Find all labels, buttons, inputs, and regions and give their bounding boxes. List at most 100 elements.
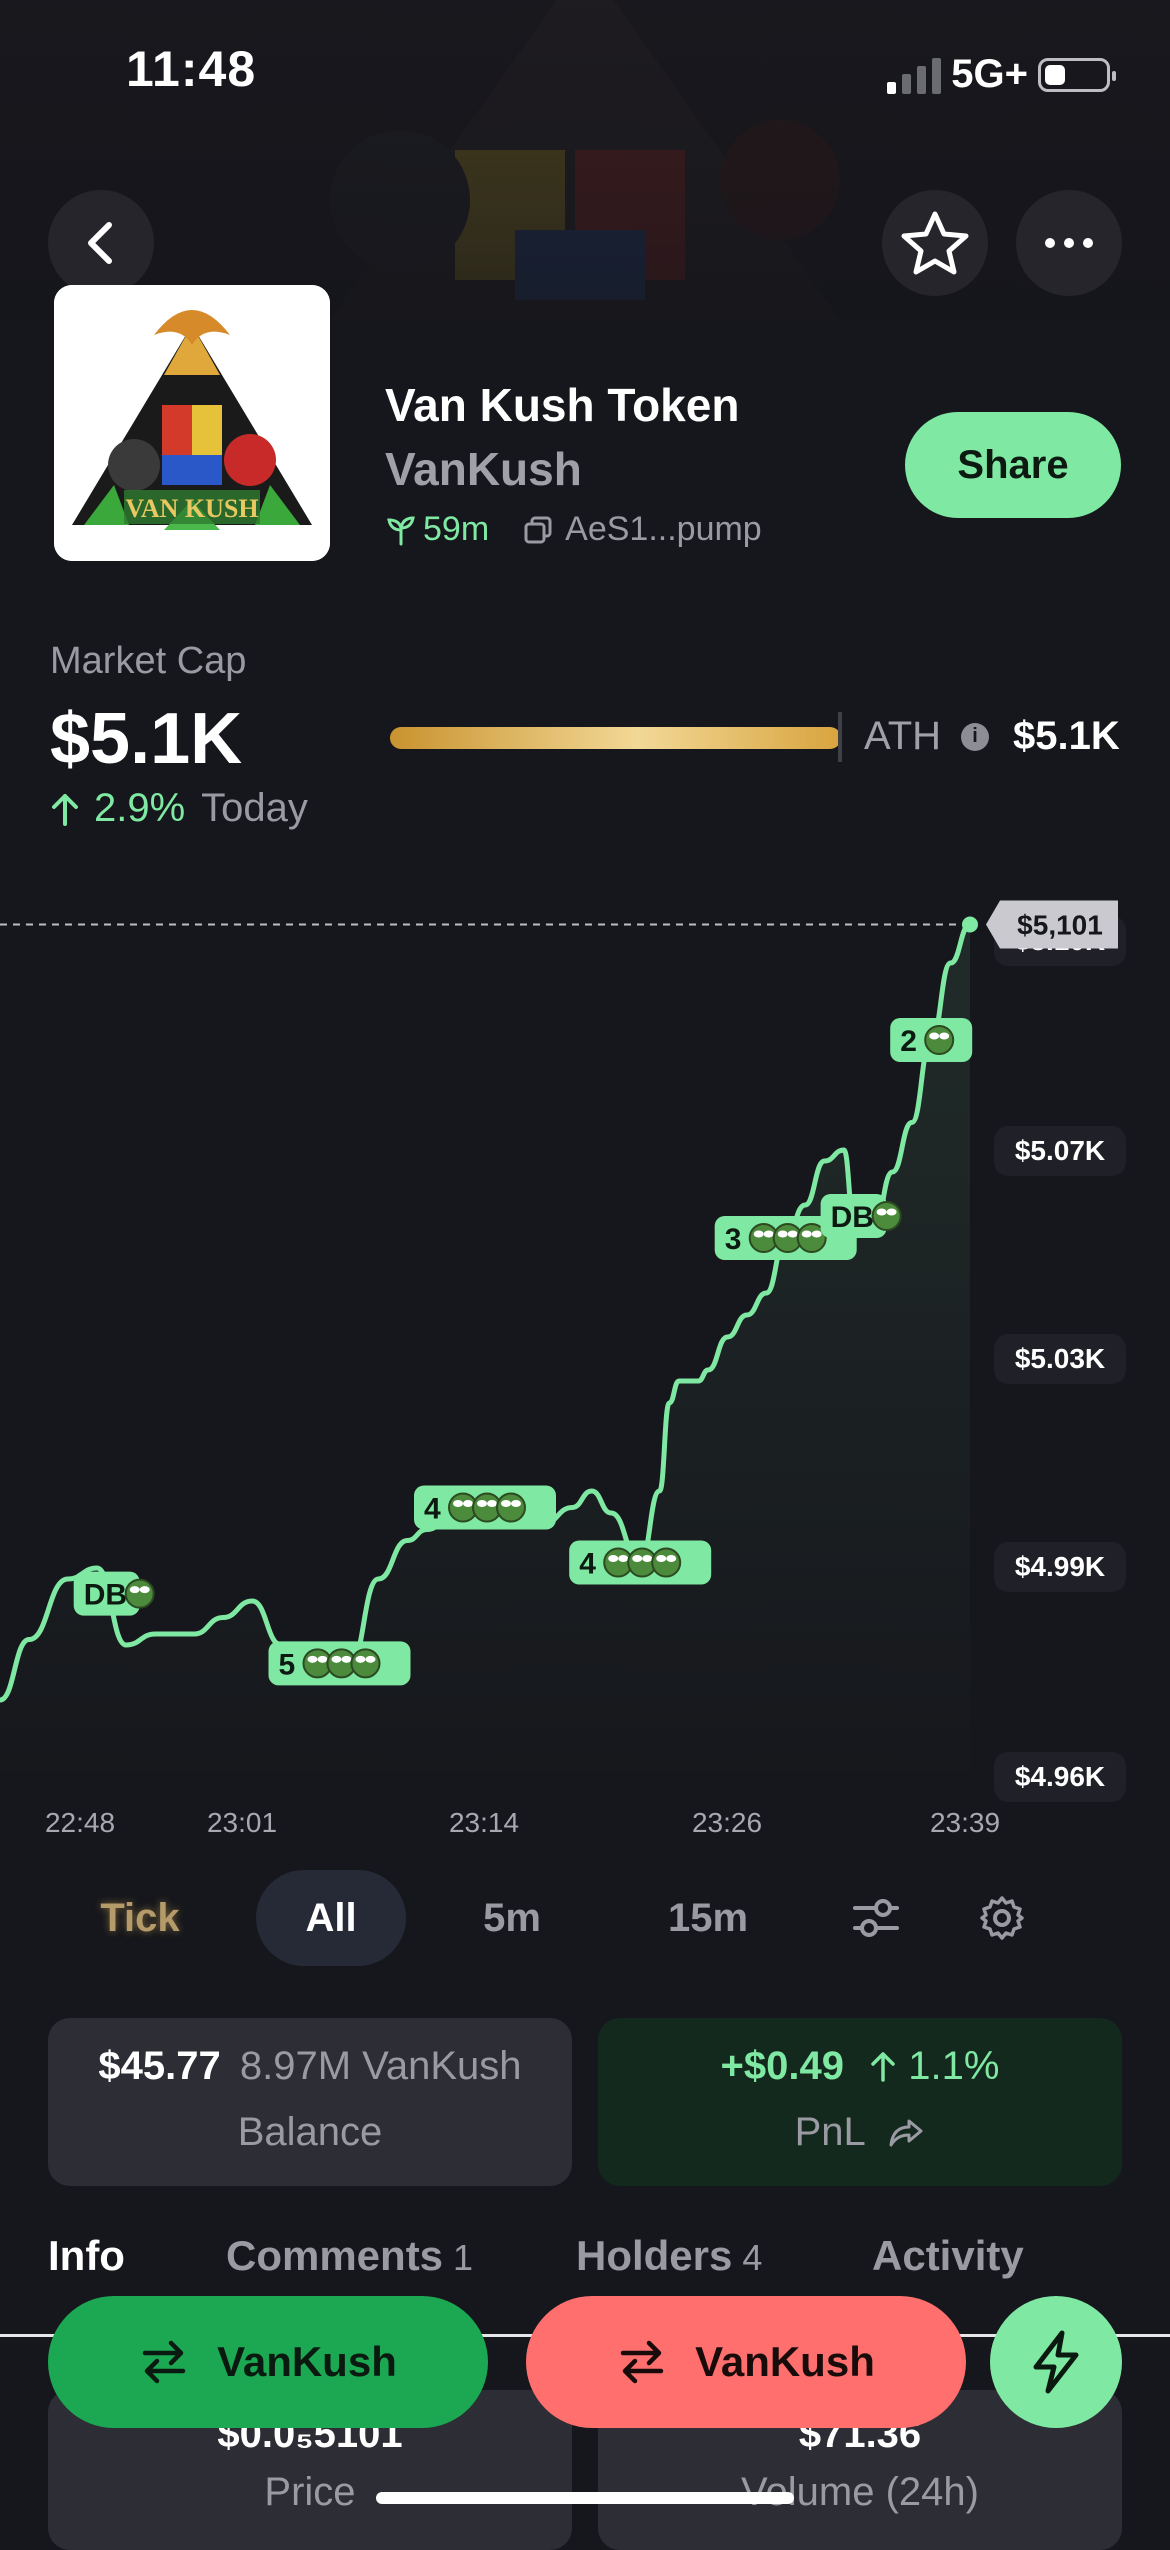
svg-text:$5,101: $5,101 [1017,910,1103,941]
balance-amount: $45.77 [98,2044,221,2088]
info-icon[interactable]: i [961,722,990,751]
pnl-label-row: PnL [598,2110,1122,2155]
timeframe-tabs: Tick All 5m 15m [0,1870,1170,1970]
network-label: 5G+ [951,52,1028,96]
battery-icon [1038,57,1116,92]
marker-label: 4 [579,1548,596,1581]
x-axis-tick: 23:01 [207,1807,277,1838]
current-price-dot [962,916,978,933]
market-cap-label: Market Cap [50,640,247,682]
chart-filter-button[interactable] [836,1870,916,1966]
current-price-label: $5,101 [986,900,1118,949]
frog-icon [924,1025,955,1055]
tab-activity[interactable]: Activity [872,2232,1024,2279]
tab-5m[interactable]: 5m [483,1895,541,1940]
chevron-left-icon [88,222,112,264]
marker-label: DB [84,1579,127,1612]
trade-marker[interactable]: DB [73,1571,155,1616]
trade-marker[interactable]: DB [820,1194,902,1238]
svg-text:$5.07K: $5.07K [1015,1135,1105,1166]
arrow-up-icon [52,793,78,826]
x-axis-tick: 23:39 [930,1807,1000,1838]
home-indicator [376,2492,794,2504]
token-address[interactable]: AeS1...pump [565,510,762,548]
tab-info[interactable]: Info [48,2232,125,2279]
pnl-card[interactable]: +$0.49 1.1% PnL [598,2018,1122,2186]
token-logo-art: VAN KUSH [54,285,330,561]
token-meta: 59m AeS1...pump [385,510,762,549]
token-name: Van Kush Token [385,379,740,431]
token-ticker: VanKush [385,443,582,495]
sliders-icon [853,1899,899,1937]
marker-label: 3 [725,1223,742,1256]
ath-indicator: ATH i $5.1K [864,714,1120,759]
chart-settings-button[interactable] [962,1870,1042,1966]
svg-text:$4.96K: $4.96K [1015,1761,1105,1792]
svg-text:$4.99K: $4.99K [1015,1551,1105,1582]
change-period: Today [201,786,308,830]
price-line [0,922,972,1703]
sprout-icon [387,515,415,545]
frog-icon [871,1201,902,1231]
status-time: 11:48 [126,41,257,97]
share-arrow-icon[interactable] [887,2117,925,2149]
marker-label: DB [831,1201,874,1234]
more-dots-icon [1045,238,1093,248]
y-axis-tick: $4.99K [994,1542,1126,1592]
ath-value: $5.1K [1013,714,1120,758]
frog-icon [496,1492,526,1523]
balance-label: Balance [237,2110,383,2154]
favorite-button[interactable] [882,190,988,296]
pnl-percent: 1.1% [908,2044,1000,2088]
change-percent: 2.9% [94,786,186,830]
token-logo: VAN KUSH [54,285,330,561]
y-axis-tick: $4.96K [994,1752,1126,1802]
tab-15m[interactable]: 15m [667,1895,749,1940]
lightning-icon [1033,2330,1079,2394]
sell-label: VanKush [695,2338,875,2385]
balance-line: $45.77 8.97M VanKush [48,2044,572,2089]
gear-icon [980,1896,1024,1940]
x-axis-tick: 22:48 [45,1807,115,1838]
trade-marker[interactable]: 4 [569,1540,712,1585]
ath-progress-bar [390,727,841,749]
tab-comments[interactable]: Comments 1 [226,2232,474,2279]
signal-icon [887,56,942,94]
banner-image [0,0,1170,320]
arrow-up-icon [871,2052,895,2082]
more-button[interactable] [1016,190,1122,296]
marker-label: 5 [279,1648,296,1681]
pnl-amount: +$0.49 [720,2044,845,2088]
x-axis-tick: 23:14 [449,1807,519,1838]
star-icon [901,211,969,275]
swap-icon [142,2340,186,2384]
sell-button[interactable]: VanKush [526,2296,966,2428]
price-label: Price [264,2470,356,2514]
back-button[interactable] [48,190,154,296]
trade-marker[interactable]: 4 [414,1485,556,1530]
swap-icon [620,2340,664,2384]
logo-wordmark: VAN KUSH [125,494,258,523]
trade-marker[interactable]: 2 [890,1018,973,1062]
holders-count: 4 [742,2237,763,2278]
tab-tick[interactable]: Tick [100,1895,180,1940]
trade-marker[interactable]: 5 [268,1641,411,1686]
quick-trade-button[interactable] [990,2296,1122,2428]
buy-label: VanKush [217,2338,397,2385]
frog-icon [350,1648,381,1679]
status-indicators: 5G+ [887,52,1116,97]
market-cap-change: 2.9% Today [50,786,308,831]
balance-card[interactable]: $45.77 8.97M VanKush Balance [48,2018,572,2186]
tab-holders[interactable]: Holders 4 [576,2232,763,2279]
share-button[interactable]: Share [905,412,1121,518]
buy-button[interactable]: VanKush [48,2296,488,2428]
ath-marker [838,712,842,762]
frog-icon [124,1578,155,1609]
ath-label: ATH [864,714,942,758]
pnl-line: +$0.49 1.1% [598,2044,1122,2089]
copy-icon[interactable] [523,515,553,545]
tab-all[interactable]: All [256,1870,406,1966]
token-age: 59m [423,510,490,548]
balance-tokens: 8.97M VanKush [239,2044,522,2088]
